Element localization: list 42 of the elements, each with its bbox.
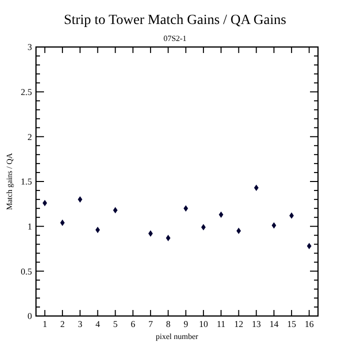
x-tick-label: 6 (130, 319, 136, 329)
point (95, 226, 100, 234)
y-tick-label: 1.5 (20, 176, 32, 187)
y-tick-label: 2.5 (20, 86, 32, 97)
point (289, 212, 294, 219)
point (201, 224, 206, 230)
y-axis-title: Match gains / QA (5, 152, 14, 210)
x-axis-title: pixel number (156, 332, 199, 341)
x-tick-label: 5 (113, 319, 118, 329)
chart-subtitle: 07S2-1 (163, 34, 187, 43)
point (42, 200, 48, 206)
x-tick-label: 13 (252, 319, 262, 329)
x-tick-label: 12 (234, 319, 244, 329)
y-tick-label: 0 (28, 311, 32, 322)
point (166, 234, 170, 242)
y-tick-label: 1 (28, 221, 32, 232)
point (236, 228, 241, 234)
point (78, 196, 82, 203)
x-tick-label: 16 (304, 319, 314, 329)
point (272, 222, 276, 229)
x-tick-label: 11 (216, 319, 226, 329)
point (113, 206, 118, 214)
y-tick-label: 0.5 (20, 266, 32, 276)
x-tick-label: 15 (287, 319, 297, 329)
point (184, 205, 188, 212)
point (306, 242, 312, 250)
x-tick-label: 10 (198, 319, 208, 329)
x-tick-label: 1 (42, 319, 48, 329)
point (60, 220, 65, 226)
x-tick-label: 7 (148, 319, 154, 329)
x-tick-label: 4 (95, 319, 100, 329)
x-tick-label: 9 (184, 319, 189, 329)
y-tick-label: 3 (28, 42, 32, 52)
x-tick-label: 3 (78, 319, 83, 329)
point (148, 230, 153, 237)
x-tick-label: 14 (269, 319, 279, 329)
x-tick-label: 2 (60, 319, 65, 329)
y-tick-label: 2 (28, 132, 32, 142)
point (254, 184, 259, 191)
point (218, 211, 224, 218)
x-tick-label: 8 (166, 319, 171, 329)
chart-title: Strip to Tower Match Gains / QA Gains (64, 13, 286, 28)
